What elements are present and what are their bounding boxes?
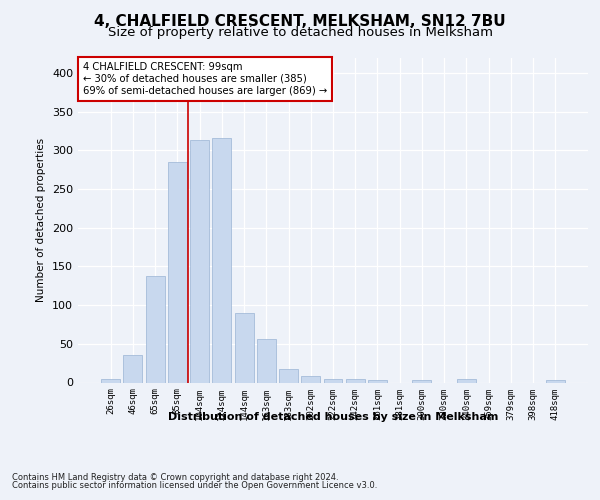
Text: 4 CHALFIELD CRESCENT: 99sqm
← 30% of detached houses are smaller (385)
69% of se: 4 CHALFIELD CRESCENT: 99sqm ← 30% of det…	[83, 62, 328, 96]
Bar	[124, 356, 142, 382]
Bar	[101, 378, 120, 382]
Text: Contains HM Land Registry data © Crown copyright and database right 2024.: Contains HM Land Registry data © Crown c…	[12, 472, 338, 482]
Text: 4, CHALFIELD CRESCENT, MELKSHAM, SN12 7BU: 4, CHALFIELD CRESCENT, MELKSHAM, SN12 7B…	[94, 14, 506, 29]
Bar	[301, 376, 320, 382]
Text: Contains public sector information licensed under the Open Government Licence v3: Contains public sector information licen…	[12, 481, 377, 490]
Bar	[368, 380, 387, 382]
Bar	[257, 339, 276, 382]
Y-axis label: Number of detached properties: Number of detached properties	[37, 138, 46, 302]
Bar	[190, 140, 209, 382]
Bar	[146, 276, 164, 382]
Bar	[235, 313, 254, 382]
Bar	[168, 162, 187, 382]
Bar	[412, 380, 431, 382]
Bar	[323, 380, 343, 382]
Bar	[457, 380, 476, 382]
Bar	[346, 380, 365, 382]
Text: Distribution of detached houses by size in Melksham: Distribution of detached houses by size …	[168, 412, 498, 422]
Bar	[212, 138, 231, 382]
Text: Size of property relative to detached houses in Melksham: Size of property relative to detached ho…	[107, 26, 493, 39]
Bar	[279, 368, 298, 382]
Bar	[546, 380, 565, 382]
